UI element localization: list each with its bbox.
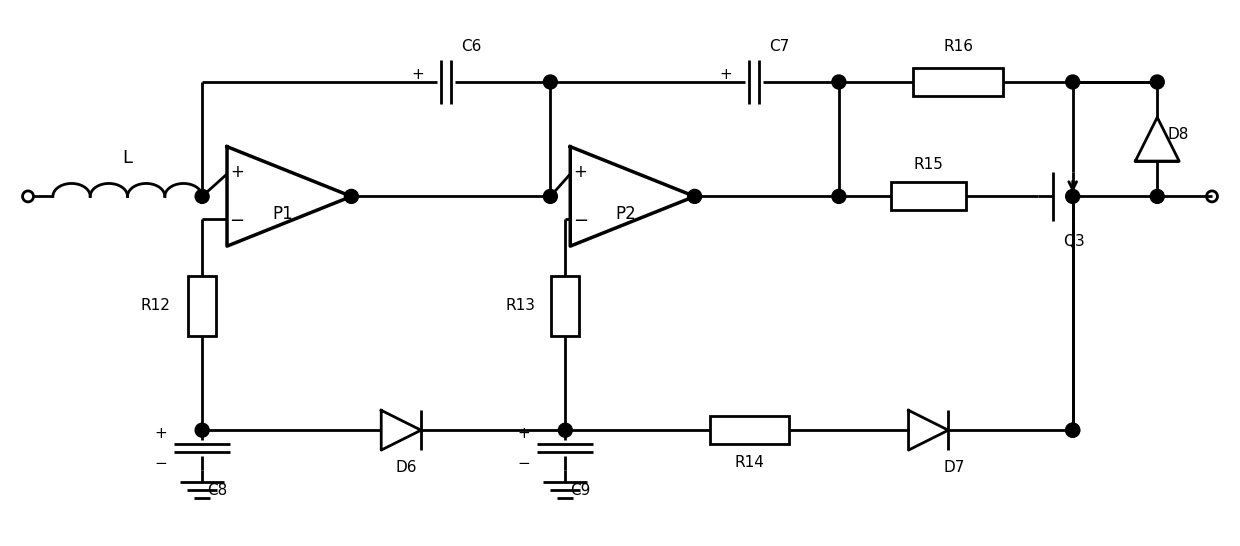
Circle shape: [1151, 189, 1164, 203]
Text: +: +: [719, 67, 733, 81]
Text: −: −: [573, 212, 588, 230]
Text: +: +: [231, 163, 244, 181]
Circle shape: [195, 423, 210, 437]
Text: +: +: [155, 426, 167, 441]
Text: −: −: [518, 455, 531, 471]
Circle shape: [1065, 189, 1080, 203]
Text: R14: R14: [734, 455, 764, 470]
Circle shape: [345, 189, 358, 203]
Circle shape: [1065, 423, 1080, 437]
Bar: [914, 68, 1003, 96]
Text: C6: C6: [461, 39, 481, 54]
Text: R16: R16: [944, 39, 973, 54]
Text: R15: R15: [914, 157, 944, 171]
Text: Q3: Q3: [1063, 234, 1085, 249]
Text: −: −: [155, 455, 167, 471]
Text: C9: C9: [570, 483, 590, 498]
Text: +: +: [573, 163, 588, 181]
Circle shape: [1065, 75, 1080, 89]
Text: +: +: [412, 67, 424, 81]
Text: D7: D7: [944, 460, 965, 475]
Bar: [709, 416, 789, 444]
Circle shape: [543, 75, 557, 89]
Circle shape: [832, 75, 846, 89]
Bar: [188, 276, 216, 336]
Text: P1: P1: [273, 205, 294, 223]
Text: +: +: [518, 426, 531, 441]
Circle shape: [195, 189, 210, 203]
Text: C7: C7: [769, 39, 790, 54]
Circle shape: [1151, 75, 1164, 89]
Text: D6: D6: [396, 460, 417, 475]
Circle shape: [832, 189, 846, 203]
Text: D8: D8: [1167, 127, 1189, 142]
Text: C8: C8: [207, 483, 227, 498]
Bar: [552, 276, 579, 336]
Text: −: −: [229, 212, 244, 230]
Text: R12: R12: [140, 298, 170, 313]
Text: P2: P2: [616, 205, 636, 223]
Text: L: L: [123, 149, 133, 167]
Circle shape: [1065, 423, 1080, 437]
Text: R13: R13: [506, 298, 536, 313]
Circle shape: [688, 189, 702, 203]
Circle shape: [543, 189, 557, 203]
Circle shape: [558, 423, 572, 437]
Bar: [892, 182, 966, 210]
